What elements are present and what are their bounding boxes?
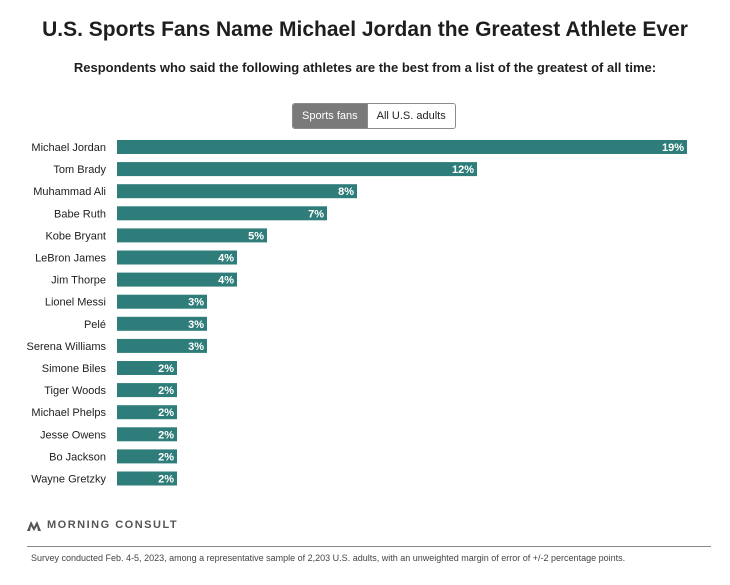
- value-label: 12%: [452, 164, 474, 176]
- bar: [117, 140, 687, 154]
- bar-group: Babe Ruth 7%: [54, 206, 327, 221]
- bar: [117, 361, 177, 375]
- category-label: Kobe Bryant: [45, 230, 106, 242]
- value-label: 8%: [338, 186, 354, 198]
- value-label: 2%: [158, 363, 174, 375]
- bar-group: Michael Phelps 2%: [31, 405, 177, 420]
- bar: [117, 228, 267, 243]
- category-label: Serena Williams: [27, 341, 107, 353]
- bar-group: Muhammad Ali 8%: [33, 184, 357, 199]
- category-label: Jim Thorpe: [51, 275, 106, 287]
- category-label: Tiger Woods: [44, 385, 106, 397]
- bar: [117, 184, 357, 199]
- value-label: 3%: [188, 297, 204, 309]
- bar: [117, 316, 207, 331]
- bar: [117, 294, 207, 309]
- category-label: LeBron James: [35, 253, 106, 265]
- morning-consult-logo: MORNING CONSULT: [27, 519, 178, 531]
- toggle-sports-fans-button[interactable]: Sports fans: [293, 104, 367, 128]
- chart-title: U.S. Sports Fans Name Michael Jordan the…: [42, 18, 688, 41]
- audience-toggle: Sports fans All U.S. adults: [292, 103, 456, 129]
- value-label: 7%: [308, 208, 324, 220]
- category-label: Tom Brady: [53, 164, 106, 176]
- bar: [117, 206, 327, 221]
- value-label: 19%: [662, 142, 684, 154]
- bar: [117, 162, 477, 177]
- value-label: 5%: [248, 230, 264, 242]
- value-label: 2%: [158, 407, 174, 419]
- toggle-all-adults-button[interactable]: All U.S. adults: [366, 104, 455, 128]
- bar-group: Jesse Owens 2%: [40, 427, 177, 442]
- bar-group: Jim Thorpe 4%: [51, 272, 237, 287]
- category-label: Babe Ruth: [54, 208, 106, 220]
- bar-chart: Michael Jordan 19% Tom Brady 12% Muhammad Al…: [27, 140, 687, 486]
- bar: [117, 449, 177, 464]
- bar-group: Tiger Woods 2%: [44, 383, 177, 398]
- value-label: 3%: [188, 341, 204, 353]
- bar: [117, 405, 177, 420]
- bar-group: Serena Williams 3%: [27, 338, 207, 353]
- logo-text: MORNING CONSULT: [47, 519, 179, 531]
- bar: [117, 272, 237, 287]
- footer-divider: [27, 546, 711, 547]
- bar: [117, 383, 177, 398]
- category-label: Jesse Owens: [40, 429, 107, 441]
- bar-group: Simone Biles 2%: [42, 361, 177, 375]
- category-label: Wayne Gretzky: [31, 474, 106, 486]
- category-label: Muhammad Ali: [33, 186, 106, 198]
- bar-group: Michael Jordan 19%: [31, 140, 687, 154]
- category-label: Simone Biles: [42, 363, 107, 375]
- chart-subtitle: Respondents who said the following athle…: [73, 60, 657, 75]
- bar-group: LeBron James 4%: [35, 250, 237, 265]
- value-label: 2%: [158, 385, 174, 397]
- category-label: Lionel Messi: [45, 297, 106, 309]
- value-label: 4%: [218, 275, 234, 287]
- category-label: Michael Phelps: [31, 407, 106, 419]
- morning-consult-logo-icon: [27, 521, 41, 531]
- value-label: 2%: [158, 429, 174, 441]
- bar-group: Pelé 3%: [84, 316, 207, 331]
- bar-group: Kobe Bryant 5%: [45, 228, 267, 243]
- bar-group: Lionel Messi 3%: [45, 294, 207, 309]
- value-label: 2%: [158, 474, 174, 486]
- category-label: Bo Jackson: [49, 451, 106, 463]
- category-label: Pelé: [84, 319, 106, 331]
- bar: [117, 338, 207, 353]
- value-label: 3%: [188, 319, 204, 331]
- bar-group: Bo Jackson 2%: [49, 449, 177, 464]
- bar: [117, 427, 177, 442]
- value-label: 4%: [218, 253, 234, 265]
- bar-group: Tom Brady 12%: [53, 162, 477, 177]
- category-label: Michael Jordan: [31, 142, 106, 154]
- bar-group: Wayne Gretzky 2%: [31, 471, 177, 486]
- survey-footnote: Survey conducted Feb. 4-5, 2023, among a…: [31, 553, 626, 563]
- bar: [117, 471, 177, 486]
- bar: [117, 250, 237, 265]
- value-label: 2%: [158, 451, 174, 463]
